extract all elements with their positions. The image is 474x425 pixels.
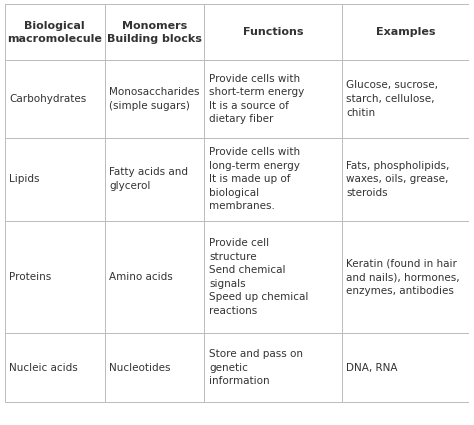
Text: Monosaccharides
(simple sugars): Monosaccharides (simple sugars): [109, 87, 200, 111]
Text: Amino acids: Amino acids: [109, 272, 173, 282]
Text: Provide cells with
short-term energy
It is a source of
dietary fiber: Provide cells with short-term energy It …: [209, 74, 304, 125]
Bar: [105, 4, 204, 60]
Bar: [5, 333, 105, 402]
Text: Examples: Examples: [375, 27, 435, 37]
Bar: [204, 4, 341, 60]
Bar: [204, 221, 341, 333]
Bar: [204, 60, 341, 138]
Bar: [5, 60, 105, 138]
Bar: [341, 221, 469, 333]
Bar: [341, 4, 469, 60]
Text: Lipids: Lipids: [9, 174, 40, 184]
Text: Biological
macromolecule: Biological macromolecule: [7, 20, 102, 44]
Bar: [105, 60, 204, 138]
Bar: [341, 60, 469, 138]
Text: Provide cell
structure
Send chemical
signals
Speed up chemical
reactions: Provide cell structure Send chemical sig…: [209, 238, 309, 316]
Bar: [5, 221, 105, 333]
Text: Monomers
Building blocks: Monomers Building blocks: [107, 20, 202, 44]
Bar: [204, 333, 341, 402]
Text: Provide cells with
long-term energy
It is made up of
biological
membranes.: Provide cells with long-term energy It i…: [209, 147, 300, 211]
Bar: [5, 4, 105, 60]
Bar: [5, 138, 105, 221]
Text: Glucose, sucrose,
starch, cellulose,
chitin: Glucose, sucrose, starch, cellulose, chi…: [346, 80, 438, 118]
Text: Nucleotides: Nucleotides: [109, 363, 171, 373]
Bar: [105, 138, 204, 221]
Bar: [105, 333, 204, 402]
Text: Fats, phospholipids,
waxes, oils, grease,
steroids: Fats, phospholipids, waxes, oils, grease…: [346, 161, 449, 198]
Bar: [204, 138, 341, 221]
Text: Fatty acids and
glycerol: Fatty acids and glycerol: [109, 167, 188, 191]
Text: Carbohydrates: Carbohydrates: [9, 94, 87, 104]
Bar: [341, 333, 469, 402]
Text: Nucleic acids: Nucleic acids: [9, 363, 78, 373]
Text: Proteins: Proteins: [9, 272, 52, 282]
Bar: [105, 221, 204, 333]
Text: DNA, RNA: DNA, RNA: [346, 363, 398, 373]
Text: Store and pass on
genetic
information: Store and pass on genetic information: [209, 349, 303, 386]
Bar: [341, 138, 469, 221]
Text: Functions: Functions: [243, 27, 303, 37]
Text: Keratin (found in hair
and nails), hormones,
enzymes, antibodies: Keratin (found in hair and nails), hormo…: [346, 258, 460, 296]
